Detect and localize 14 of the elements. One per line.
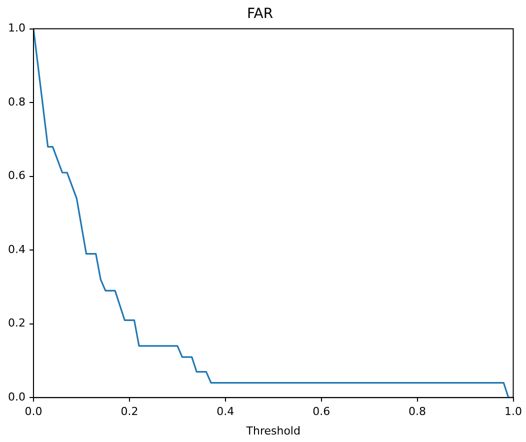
x-tick-label: 0.6 <box>312 405 330 418</box>
y-tick-label: 0.0 <box>8 390 26 404</box>
chart-title: FAR <box>246 6 274 22</box>
x-axis-title: Threshold <box>245 424 300 438</box>
x-tick-label: 0.2 <box>120 405 138 418</box>
y-tick-label: 0.6 <box>8 169 26 182</box>
x-tick-label: 0.8 <box>408 405 426 418</box>
x-tick-label: 1.0 <box>504 405 522 418</box>
y-tick-label: 0.8 <box>8 95 26 108</box>
x-tick-label: 0.0 <box>24 405 42 418</box>
y-tick-label: 0.2 <box>8 316 26 330</box>
y-tick-label: 0.4 <box>8 242 26 256</box>
y-tick-label: 1.0 <box>8 22 26 35</box>
x-tick-label: 0.4 <box>216 405 234 418</box>
